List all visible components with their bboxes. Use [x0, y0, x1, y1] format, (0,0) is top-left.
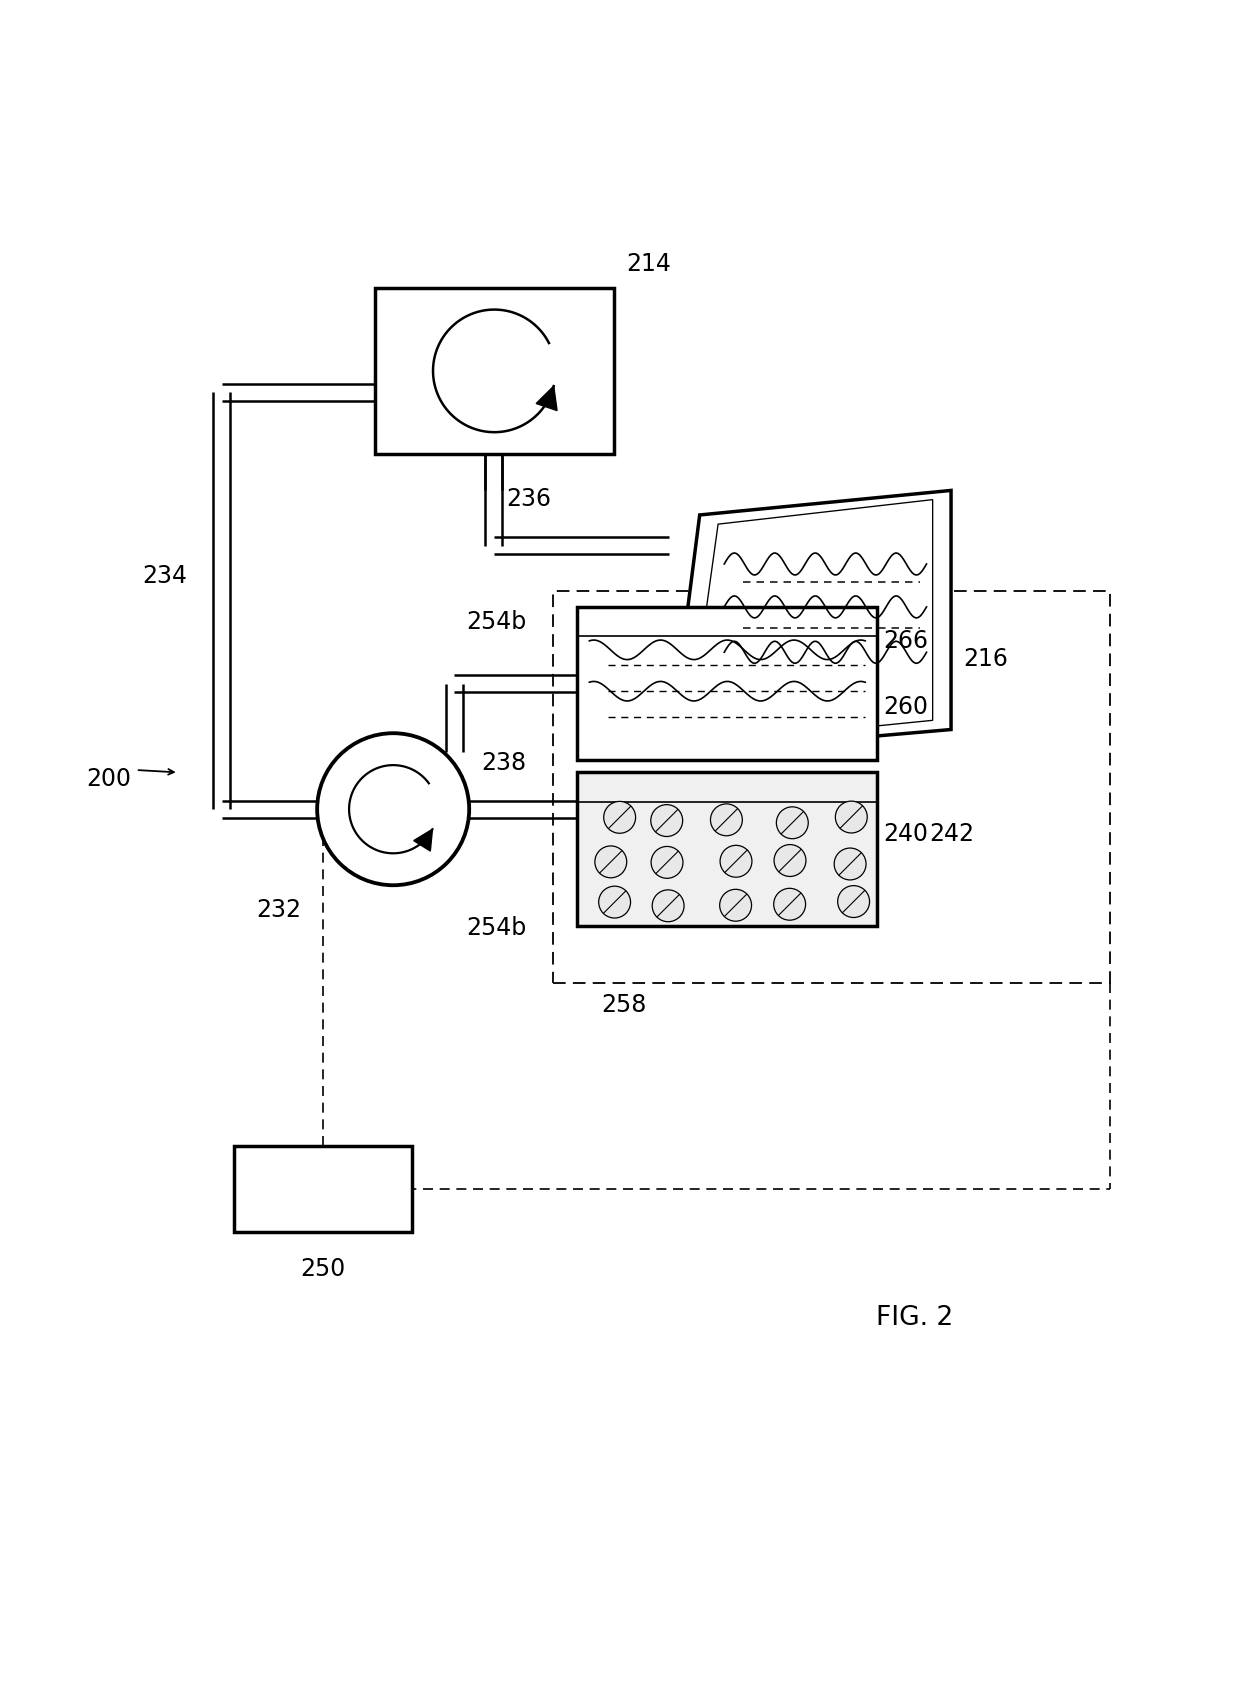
Circle shape — [836, 800, 867, 832]
Bar — [577, 773, 878, 926]
Circle shape — [838, 885, 869, 917]
Bar — [234, 1147, 412, 1232]
Circle shape — [604, 802, 636, 832]
Text: 234: 234 — [141, 563, 187, 589]
Bar — [553, 591, 1111, 983]
Text: 240: 240 — [884, 822, 929, 846]
Bar — [374, 288, 614, 453]
Text: 216: 216 — [963, 646, 1008, 672]
Circle shape — [774, 844, 806, 876]
Circle shape — [835, 848, 866, 880]
Bar — [577, 607, 878, 760]
Circle shape — [720, 846, 751, 876]
Text: FIG. 2: FIG. 2 — [875, 1305, 952, 1332]
Circle shape — [719, 890, 751, 920]
Text: 266: 266 — [884, 629, 929, 653]
Text: 254b: 254b — [466, 915, 527, 941]
Polygon shape — [536, 386, 557, 411]
Text: 238: 238 — [481, 751, 527, 775]
Circle shape — [595, 846, 626, 878]
Polygon shape — [578, 802, 877, 924]
Text: 200: 200 — [87, 766, 131, 790]
Circle shape — [652, 890, 684, 922]
Circle shape — [776, 807, 808, 839]
Circle shape — [651, 846, 683, 878]
Text: 250: 250 — [300, 1257, 345, 1281]
Polygon shape — [414, 829, 433, 851]
Text: 232: 232 — [255, 898, 301, 922]
Text: 258: 258 — [601, 993, 647, 1017]
Text: 236: 236 — [506, 487, 551, 511]
Text: 214: 214 — [626, 252, 671, 276]
Circle shape — [711, 804, 743, 836]
Circle shape — [599, 887, 631, 919]
Text: 260: 260 — [884, 694, 929, 719]
Polygon shape — [670, 491, 951, 755]
Circle shape — [774, 888, 806, 920]
Text: 242: 242 — [929, 822, 973, 846]
Circle shape — [317, 733, 469, 885]
Text: 254b: 254b — [466, 611, 527, 634]
Circle shape — [651, 805, 683, 836]
